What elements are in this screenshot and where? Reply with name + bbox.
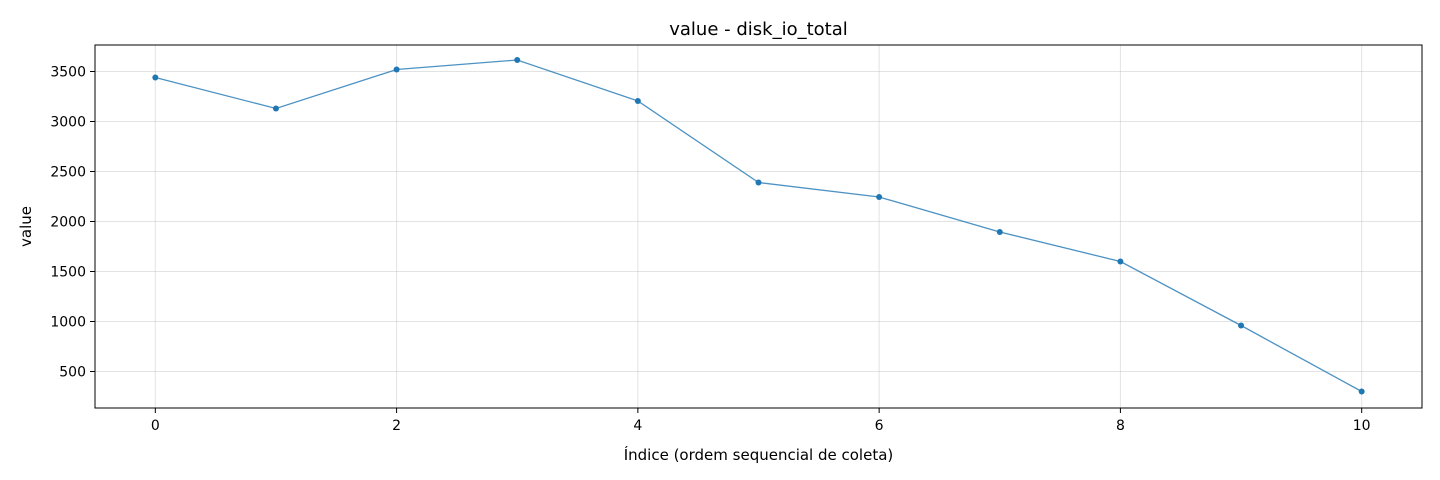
x-tick-label: 8 <box>1116 418 1125 434</box>
x-tick-label: 2 <box>392 418 401 434</box>
y-tick-label: 500 <box>59 365 86 381</box>
data-point <box>755 179 762 186</box>
data-point <box>1117 258 1124 265</box>
grid-layer <box>95 45 1422 408</box>
x-axis-label: Índice (ordem sequencial de coleta) <box>624 445 894 464</box>
data-point <box>1238 322 1245 329</box>
data-point <box>1358 388 1365 395</box>
x-tick-label: 6 <box>875 418 884 434</box>
data-point <box>514 57 521 63</box>
data-point <box>634 98 641 104</box>
series-line <box>155 59 1362 393</box>
series-layer <box>152 57 1365 395</box>
y-tick-label: 1500 <box>50 265 86 281</box>
data-point <box>272 105 279 112</box>
data-point <box>876 194 883 200</box>
y-tick-label: 1000 <box>50 315 86 331</box>
data-point <box>152 74 159 81</box>
plot-area-frame <box>94 44 1423 409</box>
x-tick-label: 10 <box>1353 418 1371 434</box>
y-axis-label: value <box>17 206 35 247</box>
chart-title: value - disk_io_total <box>669 19 848 40</box>
x-tick-label: 4 <box>633 418 642 434</box>
data-point <box>996 229 1003 235</box>
x-tick-label: 0 <box>151 418 160 434</box>
y-tick-label: 2000 <box>50 215 86 231</box>
y-tick-label: 3000 <box>50 115 86 131</box>
data-point <box>393 66 400 73</box>
y-tick-label: 2500 <box>50 165 86 181</box>
y-tick-label: 3500 <box>50 65 86 81</box>
tick-layer: 0 2 4 6 8 10 500 1000 1500 2000 2500 3000 3500 <box>50 65 1370 435</box>
